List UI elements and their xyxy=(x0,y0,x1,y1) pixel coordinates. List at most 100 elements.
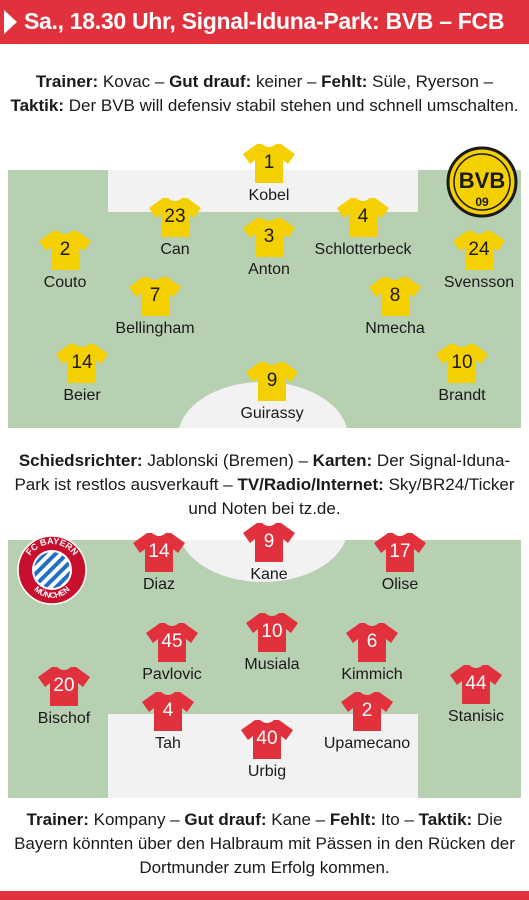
bvb-logo-text: BVB xyxy=(459,168,505,193)
shirt-number: 44 xyxy=(465,673,487,694)
shirt-number: 4 xyxy=(162,700,174,721)
bvb-player: 8 Nmecha xyxy=(345,275,445,339)
bvb-logo: BVB 09 xyxy=(446,146,518,223)
bvb-player: 14 Beier xyxy=(32,342,132,406)
player-name: Olise xyxy=(381,576,419,593)
shirt-number: 10 xyxy=(261,621,283,642)
player-name: Pavlovic xyxy=(142,666,202,683)
svg-text:MÜNCHEN: MÜNCHEN xyxy=(32,585,71,601)
fcb-missing-label: Fehlt: xyxy=(329,810,377,829)
bvb-missing-label: Fehlt: xyxy=(321,72,368,91)
shirt-number: 2 xyxy=(361,700,373,721)
tickets-label: Karten: xyxy=(312,451,373,470)
bvb-form-label: Gut drauf: xyxy=(169,72,252,91)
fcb-player: 6 Kimmich xyxy=(322,621,422,685)
fcb-form-label: Gut drauf: xyxy=(184,810,267,829)
shirt-number: 24 xyxy=(468,239,490,260)
fcb-logo-bottom-text: MÜNCHEN xyxy=(32,585,71,601)
player-name: Brandt xyxy=(438,387,486,404)
shirt-number: 17 xyxy=(389,541,411,562)
player-name: Musiala xyxy=(244,656,300,673)
bvb-player: 2 Couto xyxy=(15,229,115,293)
bvb-player: 23 Can xyxy=(125,196,225,260)
shirt-number: 7 xyxy=(149,285,161,306)
fcb-player: 14 Diaz xyxy=(109,531,209,595)
match-info: Schiedsrichter: Jablonski (Bremen) – Kar… xyxy=(10,449,519,521)
player-name: Couto xyxy=(43,274,87,291)
shirt-number: 45 xyxy=(161,631,183,652)
shirt-number: 14 xyxy=(148,541,170,562)
shirt-number: 2 xyxy=(59,239,71,260)
fcb-player: 2 Upamecano xyxy=(317,690,417,754)
referee: Jablonski (Bremen) – xyxy=(142,451,313,470)
shirt-number: 9 xyxy=(266,370,278,391)
fcb-tactic: Die Bayern könnten über den Halbraum mit… xyxy=(14,810,515,877)
chevron-right-icon xyxy=(4,10,17,34)
shirt-number: 40 xyxy=(256,728,278,749)
player-name: Upamecano xyxy=(323,735,411,752)
bvb-player: 24 Svensson xyxy=(429,229,529,293)
bvb-logo-year: 09 xyxy=(475,195,489,209)
bvb-missing: Süle, Ryerson – xyxy=(367,72,494,91)
fcb-player: 45 Pavlovic xyxy=(122,621,222,685)
bottom-bar xyxy=(0,891,529,900)
player-name: Anton xyxy=(248,261,290,278)
page-title: Sa., 18.30 Uhr, Signal-Iduna-Park: BVB –… xyxy=(24,8,505,34)
bvb-trainer-label: Trainer: xyxy=(35,72,99,91)
shirt-number: 6 xyxy=(366,631,378,652)
page-header: Sa., 18.30 Uhr, Signal-Iduna-Park: BVB –… xyxy=(0,0,529,44)
bvb-player: 4 Schlotterbeck xyxy=(313,196,413,260)
shirt-number: 3 xyxy=(263,226,275,247)
fcb-player: 17 Olise xyxy=(350,531,450,595)
fcb-info: Trainer: Kompany – Gut drauf: Kane – Feh… xyxy=(10,808,519,880)
fcb-player: 44 Stanisic xyxy=(426,663,526,727)
player-name: Nmecha xyxy=(365,320,425,337)
shirt-number: 14 xyxy=(71,352,93,373)
fcb-logo: FC BAYERN MÜNCHEN xyxy=(16,534,88,611)
player-name: Schlotterbeck xyxy=(314,241,412,258)
broadcast-label: TV/Radio/Internet: xyxy=(237,475,384,494)
player-name: Bellingham xyxy=(115,320,195,337)
player-name: Tah xyxy=(155,735,181,752)
player-name: Kimmich xyxy=(341,666,403,683)
shirt-number: 8 xyxy=(389,285,401,306)
bvb-tactic-label: Taktik: xyxy=(10,96,65,115)
bvb-player: 9 Guirassy xyxy=(222,360,322,424)
shirt-number: 9 xyxy=(263,531,275,552)
player-name: Beier xyxy=(63,387,101,404)
player-name: Kane xyxy=(250,566,288,583)
fcb-player: 9 Kane xyxy=(219,521,319,585)
bvb-player: 10 Brandt xyxy=(412,342,512,406)
fcb-tactic-label: Taktik: xyxy=(418,810,473,829)
referee-label: Schiedsrichter: xyxy=(18,451,143,470)
fcb-trainer-label: Trainer: xyxy=(26,810,89,829)
player-name: Stanisic xyxy=(447,708,505,725)
fcb-player: 20 Bischof xyxy=(14,665,114,729)
bvb-player: 3 Anton xyxy=(219,216,319,280)
shirt-number: 1 xyxy=(263,152,275,173)
player-name: Urbig xyxy=(247,763,287,780)
bvb-trainer: Kovac – xyxy=(98,72,170,91)
fcb-player: 4 Tah xyxy=(118,690,218,754)
shirt-number: 4 xyxy=(357,206,369,227)
bvb-tactic: Der BVB will defensiv stabil stehen und … xyxy=(64,96,519,115)
broadcast: Sky/BR24/Ticker und Noten bei tz.de. xyxy=(188,475,515,518)
shirt-number: 20 xyxy=(53,675,75,696)
tickets: Der Signal-Iduna-Park ist restlos ausver… xyxy=(14,451,511,494)
shirt-number: 10 xyxy=(451,352,473,373)
fcb-player: 40 Urbig xyxy=(217,718,317,782)
player-name: Can xyxy=(160,241,190,258)
fcb-player: 10 Musiala xyxy=(222,611,322,675)
player-name: Svensson xyxy=(443,274,515,291)
player-name: Kobel xyxy=(248,187,290,204)
fcb-trainer: Kompany – xyxy=(88,810,185,829)
bvb-player: 1 Kobel xyxy=(219,142,319,206)
fcb-missing: Ito – xyxy=(376,810,419,829)
player-name: Bischof xyxy=(37,710,91,727)
bvb-player: 7 Bellingham xyxy=(105,275,205,339)
shirt-number: 23 xyxy=(164,206,186,227)
player-name: Diaz xyxy=(142,576,175,593)
player-name: Guirassy xyxy=(240,405,304,422)
bvb-info: Trainer: Kovac – Gut drauf: keiner – Feh… xyxy=(10,70,519,118)
fcb-form: Kane – xyxy=(266,810,330,829)
